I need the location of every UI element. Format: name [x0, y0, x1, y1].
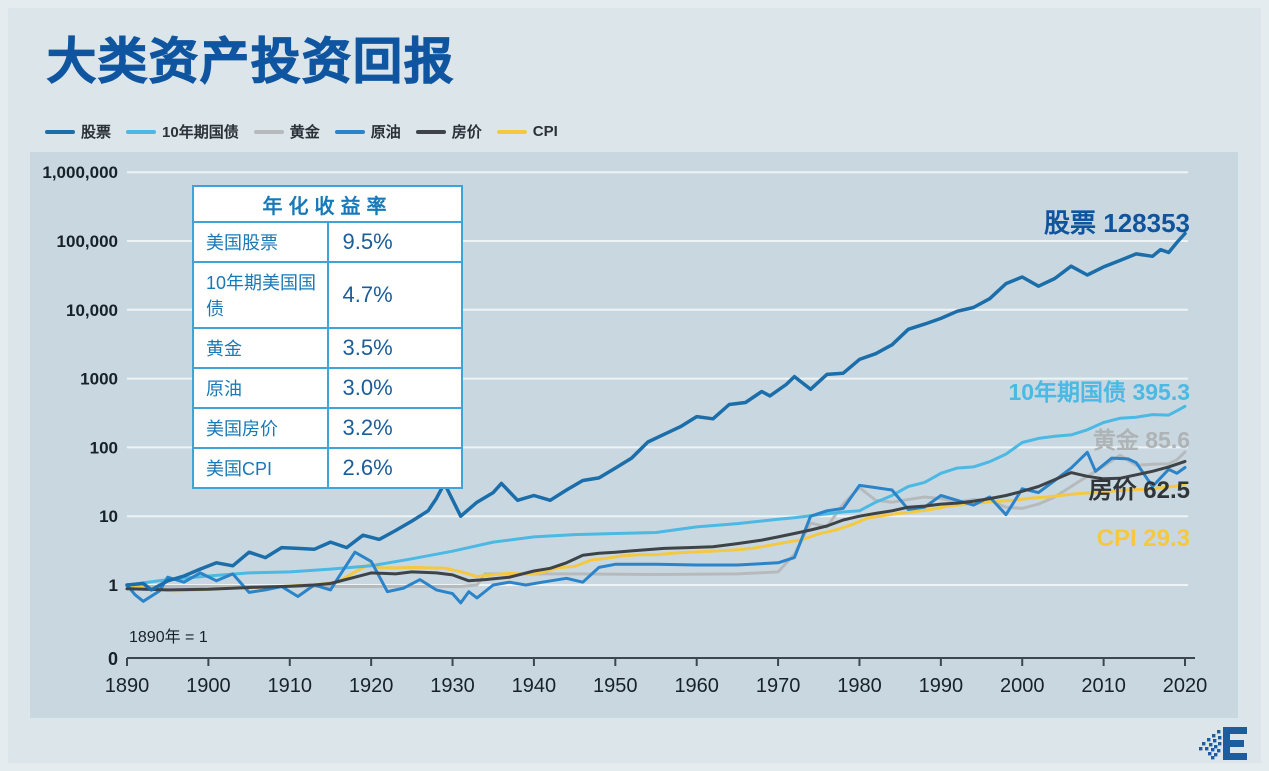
legend-item-treasury-10y: 10年期国债 — [126, 121, 239, 142]
logo-shape — [1223, 727, 1230, 760]
legend-label: 黄金 — [289, 124, 320, 141]
legend-item-house-price: 房价 — [415, 121, 482, 142]
chart-legend: 股票 10年期国债 黄金 原油 房价 CPI — [45, 121, 558, 142]
logo-shape — [1213, 739, 1217, 743]
legend-line-swatch — [253, 129, 284, 134]
base-year-note: 1890年 = 1 — [129, 628, 208, 646]
asset-label: 美国CPI — [192, 447, 329, 489]
x-axis-tick-label: 1890 — [105, 675, 150, 697]
logo-shape — [1211, 756, 1215, 760]
x-axis-tick-label: 2000 — [1000, 675, 1045, 697]
table-row: 美国股票 9.5% — [192, 221, 463, 263]
return-value: 2.6% — [326, 447, 463, 489]
logo-shape — [1230, 727, 1247, 734]
asset-label: 10年期美国国债 — [192, 261, 329, 329]
page-title: 大类资产投资回报 — [46, 34, 456, 89]
series-line-treasury-10y — [125, 404, 1187, 587]
legend-item-cpi: CPI — [496, 123, 558, 140]
x-axis-tick-label: 1950 — [593, 675, 638, 697]
legend-label: 10年期国债 — [162, 124, 239, 141]
table-title: 年化收益率 — [192, 185, 463, 223]
y-axis-tick-label: 10 — [99, 507, 118, 526]
return-value: 3.2% — [326, 407, 463, 449]
asset-label: 原油 — [192, 367, 329, 409]
logo-shape — [1202, 742, 1206, 746]
y-axis-tick-label: 1 — [109, 576, 118, 595]
legend-label: 原油 — [370, 124, 401, 141]
brand-logo-icon — [1199, 727, 1247, 760]
table-row: 10年期美国国债 4.7% — [192, 261, 463, 329]
logo-shape — [1214, 753, 1218, 757]
asset-label: 美国股票 — [192, 221, 329, 263]
series-line-house-price — [125, 459, 1187, 592]
y-axis-zero-label: 0 — [108, 649, 118, 669]
logo-shape — [1212, 734, 1216, 738]
legend-line-swatch — [45, 129, 75, 134]
y-axis-tick-label: 1000 — [80, 370, 118, 389]
x-axis-tick-label: 2010 — [1081, 675, 1126, 697]
asset-label: 美国房价 — [192, 407, 329, 449]
series-end-label: 10年期国债 395.3 — [1008, 379, 1190, 405]
logo-shape — [1207, 738, 1211, 742]
series-end-label: CPI 29.3 — [1097, 525, 1190, 552]
table-row: 美国CPI 2.6% — [192, 447, 463, 489]
return-value: 3.5% — [326, 327, 463, 369]
logo-shape — [1209, 743, 1213, 747]
table-header-row: 年化收益率 — [192, 185, 463, 223]
chart-panel: 1 10 100 1000 10,000 100,000 1,000,000 0 1890 190… — [30, 152, 1238, 718]
logo-shape — [1211, 748, 1215, 752]
return-value: 9.5% — [326, 221, 463, 263]
x-axis-tick-label: 1960 — [674, 675, 719, 697]
series-end-label: 房价 62.5 — [1089, 476, 1190, 504]
table-row: 黄金 3.5% — [192, 327, 463, 369]
legend-line-swatch — [496, 129, 527, 134]
legend-item-stocks: 股票 — [45, 121, 111, 142]
x-axis-tick-label: 1940 — [512, 675, 557, 697]
y-axis-tick-label: 100,000 — [57, 232, 118, 251]
x-axis-tick-label: 1930 — [430, 675, 475, 697]
logo-shape — [1218, 736, 1222, 740]
y-axis-tick-label: 10,000 — [66, 301, 118, 320]
x-axis-tick-label: 1980 — [837, 675, 882, 697]
series-end-label: 股票 128353 — [1044, 208, 1190, 238]
y-axis-tick-label: 100 — [90, 438, 118, 457]
legend-line-swatch — [415, 129, 446, 134]
annualized-return-table: 年化收益率 美国股票 9.5% 10年期美国国债 4.7% 黄金 3.5% 原油… — [192, 185, 463, 489]
series-line-stocks — [125, 231, 1187, 592]
logo-shape — [1199, 747, 1203, 751]
x-axis-tick-label: 1970 — [756, 675, 801, 697]
logo-shape — [1230, 740, 1244, 747]
x-axis-tick-label: 1900 — [186, 675, 231, 697]
logo-shape — [1217, 730, 1221, 734]
logo-shape — [1205, 747, 1209, 751]
return-value: 4.7% — [326, 261, 463, 329]
legend-label: CPI — [532, 123, 558, 140]
x-axis-tick-label: 1920 — [349, 675, 394, 697]
logo-shape — [1214, 745, 1218, 749]
legend-item-gold: 黄金 — [253, 121, 320, 142]
legend-item-crude-oil: 原油 — [334, 121, 401, 142]
asset-label: 黄金 — [192, 327, 329, 369]
return-value: 3.0% — [326, 367, 463, 409]
logo-shape — [1230, 753, 1247, 760]
x-axis-tick-label: 1990 — [919, 675, 964, 697]
series-end-label: 黄金 85.6 — [1093, 427, 1190, 453]
legend-line-swatch — [126, 129, 157, 134]
logo-shape — [1217, 749, 1221, 753]
legend-line-swatch — [334, 129, 365, 134]
x-axis-tick-label: 2020 — [1163, 675, 1208, 697]
legend-label: 股票 — [81, 124, 112, 141]
logo-shape — [1208, 752, 1212, 756]
y-axis-tick-label: 1,000,000 — [42, 163, 118, 182]
legend-label: 房价 — [451, 124, 482, 141]
table-row: 原油 3.0% — [192, 367, 463, 409]
logo-shape — [1218, 742, 1222, 746]
x-axis-tick-label: 1910 — [268, 675, 313, 697]
table-row: 美国房价 3.2% — [192, 407, 463, 449]
